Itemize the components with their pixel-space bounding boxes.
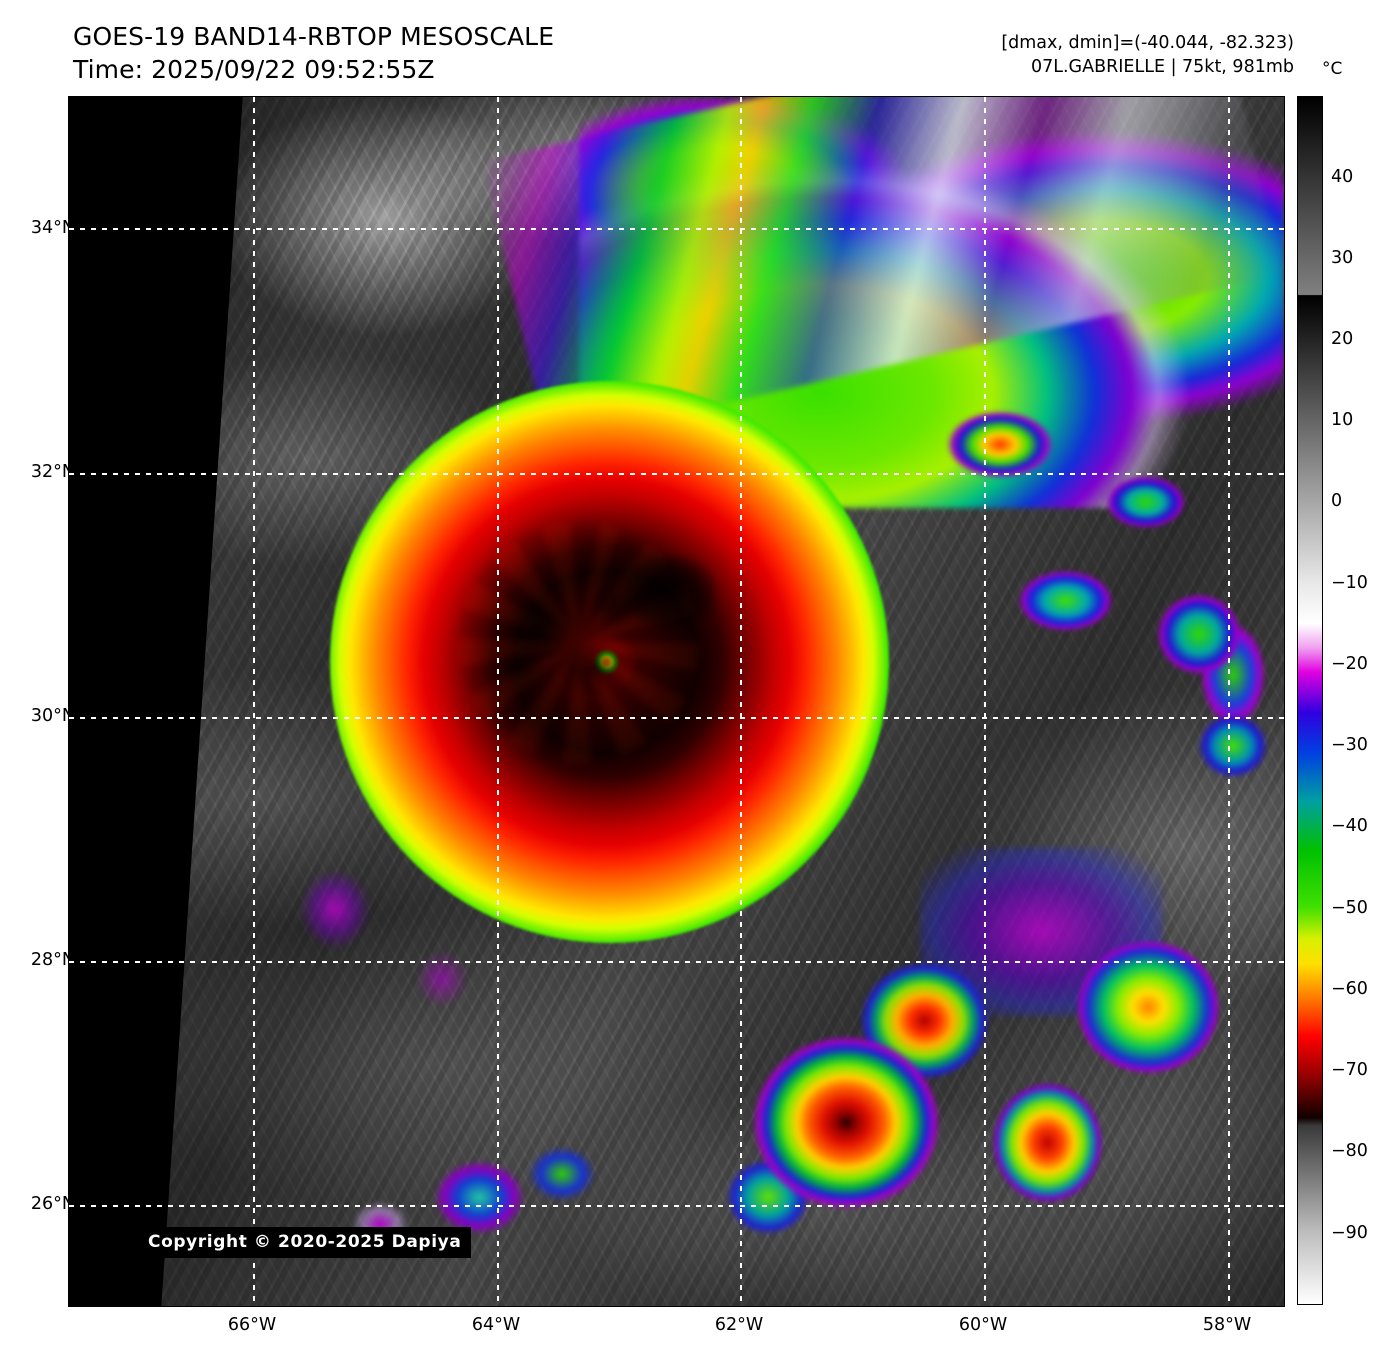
lon-tick-label-66: 66°W [227, 1315, 277, 1335]
colorbar-tick-0: 0 [1331, 491, 1343, 511]
lat-tick-label-30: 30°N [30, 706, 75, 726]
dmax-dmin-label: [dmax, dmin]=(-40.044, -82.323) [1001, 33, 1294, 53]
colorbar-tick-40: 40 [1331, 167, 1354, 187]
storm-info-label: 07L.GABRIELLE | 75kt, 981mb [1030, 57, 1294, 77]
lat-tick-label-34: 34°N [30, 218, 75, 238]
hurricane-gabrielle-core [330, 381, 890, 944]
lat-tick-label-32: 32°N [30, 462, 75, 482]
colorbar-tick-m90: −90 [1331, 1223, 1368, 1243]
satellite-image-canvas [69, 97, 1284, 1306]
lon-tick-label-58: 58°W [1202, 1315, 1252, 1335]
northeast-cold-ring [620, 555, 716, 629]
colorbar-tick-m20: −20 [1331, 654, 1368, 674]
lon-tick-label-62: 62°W [714, 1315, 764, 1335]
lon-tick-label-64: 64°W [471, 1315, 521, 1335]
lat-tick-label-28: 28°N [30, 950, 75, 970]
colorbar-gradient [1298, 97, 1322, 1304]
colorbar-tick-m10: −10 [1331, 573, 1368, 593]
colorbar-tick-m60: −60 [1331, 979, 1368, 999]
lat-tick-label-26: 26°N [30, 1194, 75, 1214]
colorbar-tick-30: 30 [1331, 248, 1354, 268]
colorbar-tick-10: 10 [1331, 410, 1354, 430]
far-east-convective-cells [1113, 580, 1284, 847]
southeast-convective-cluster [700, 919, 1260, 1258]
temperature-colorbar[interactable] [1297, 96, 1323, 1305]
timestamp-label: Time: 2025/09/22 09:52:55Z [73, 55, 435, 84]
page-title: GOES-19 BAND14-RBTOP MESOSCALE [73, 22, 555, 51]
colorbar-tick-m40: −40 [1331, 816, 1368, 836]
colorbar-tick-m80: −80 [1331, 1141, 1368, 1161]
metadata-block: [dmax, dmin]=(-40.044, -82.323) 07L.GABR… [1001, 31, 1294, 79]
satellite-image-plot[interactable]: Copyright © 2020-2025 Dapiya [68, 96, 1285, 1307]
colorbar-tick-m30: −30 [1331, 735, 1368, 755]
colorbar-tick-20: 20 [1331, 329, 1354, 349]
header-title-block: GOES-19 BAND14-RBTOP MESOSCALE Time: 202… [73, 20, 554, 86]
colorbar-tick-m70: −70 [1331, 1060, 1368, 1080]
copyright-watermark: Copyright © 2020-2025 Dapiya [138, 1227, 472, 1258]
colorbar-unit-label: °C [1322, 59, 1343, 79]
lon-tick-label-60: 60°W [958, 1315, 1008, 1335]
colorbar-tick-m50: −50 [1331, 898, 1368, 918]
